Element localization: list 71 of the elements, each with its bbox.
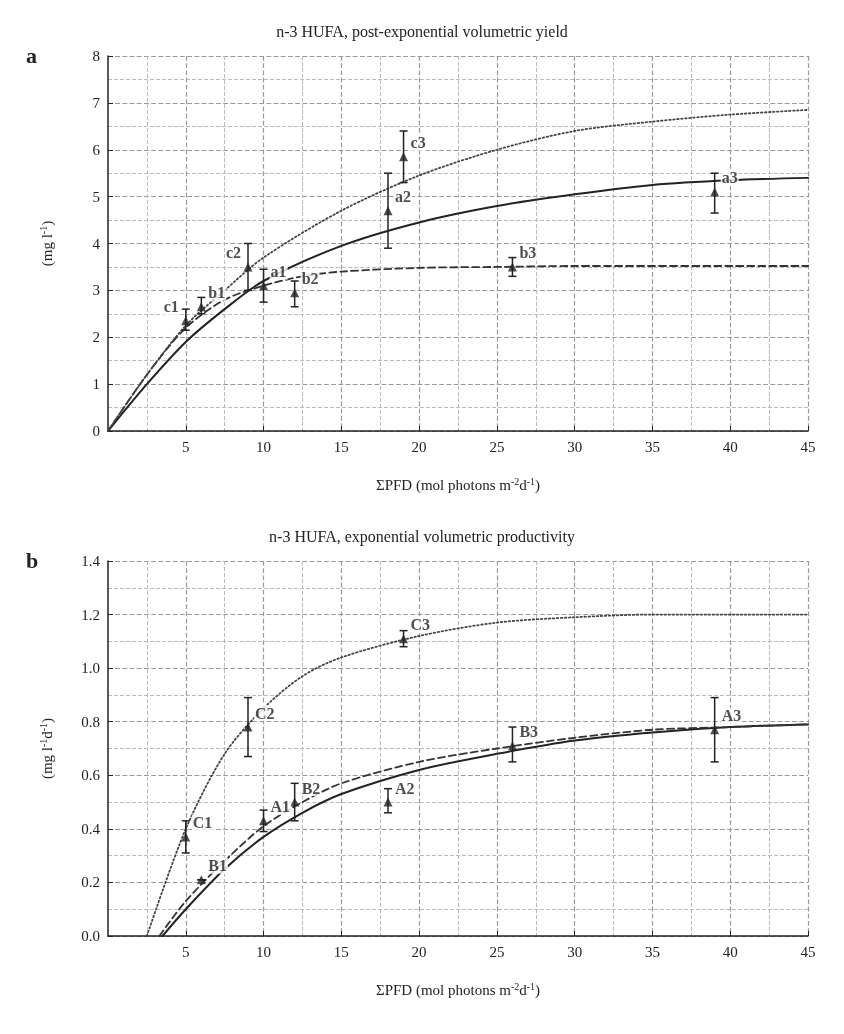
y-tick-label: 1.2 — [81, 606, 100, 623]
y-tick-label: 7 — [92, 94, 101, 111]
annotation: c2 — [225, 244, 241, 262]
x-tick-label: 35 — [644, 438, 660, 455]
y-tick-label: 0.2 — [81, 874, 100, 891]
x-tick-label: 45 — [800, 438, 816, 455]
point — [259, 816, 269, 826]
y-tick-label: 1.4 — [81, 553, 101, 569]
x-tick-label: 15 — [333, 943, 349, 960]
annotation: A1 — [270, 798, 291, 816]
point — [259, 281, 269, 291]
point — [507, 741, 517, 751]
y-tick-label: 5 — [92, 188, 100, 205]
annotation: a3 — [721, 169, 738, 187]
x-tick-label: 20 — [411, 438, 427, 455]
x-tick-label: 35 — [644, 943, 660, 960]
annotation: B2 — [301, 779, 321, 797]
point — [243, 262, 253, 272]
annotation: C2 — [255, 704, 275, 722]
point — [243, 722, 253, 732]
annotation: c3 — [410, 134, 426, 152]
y-axis-title: (mg l-1d-1) — [37, 717, 56, 780]
annotation: b3 — [519, 244, 537, 262]
y-tick-label: 1.0 — [81, 660, 100, 677]
x-tick-label: 25 — [489, 943, 505, 960]
point — [399, 152, 409, 162]
x-tick-label: 25 — [489, 438, 505, 455]
y-tick-label: 0.4 — [81, 820, 101, 837]
y-tick-label: 4 — [92, 235, 101, 252]
y-tick-label: 6 — [92, 141, 101, 158]
y-tick-label: 0.8 — [81, 713, 100, 730]
y-tick-label: 8 — [92, 48, 100, 64]
x-tick-label: 45 — [800, 943, 816, 960]
x-tick-label: 5 — [182, 438, 190, 455]
annotation: A3 — [721, 707, 742, 725]
x-tick-label: 30 — [567, 438, 583, 455]
x-tick-label: 10 — [256, 943, 272, 960]
point — [196, 875, 206, 885]
annotation: A2 — [395, 779, 415, 797]
line-series — [145, 613, 809, 937]
point — [399, 634, 409, 644]
x-tick-label: 5 — [182, 943, 190, 960]
annotation: C3 — [410, 616, 431, 634]
x-tick-label: 40 — [722, 438, 738, 455]
annotation: b2 — [301, 270, 319, 288]
x-tick-label: 10 — [256, 438, 272, 455]
point — [383, 206, 393, 216]
point — [290, 797, 300, 807]
y-tick-label: 2 — [92, 329, 100, 346]
annotation: B1 — [208, 857, 228, 875]
y-tick-label: 1 — [92, 376, 100, 393]
chart-title: n-3 HUFA, exponential volumetric productivity — [269, 527, 575, 546]
annotation: C1 — [192, 814, 213, 832]
annotation: b1 — [208, 284, 226, 302]
y-tick-label: 3 — [92, 282, 100, 299]
x-tick-label: 30 — [567, 943, 583, 960]
point — [383, 797, 393, 807]
annotation: a1 — [270, 263, 287, 281]
annotation: B3 — [519, 723, 539, 741]
text: a — [26, 42, 37, 68]
y-tick-label: 0.6 — [81, 767, 101, 784]
x-tick-label: 15 — [333, 438, 349, 455]
annotation: c1 — [163, 298, 179, 316]
x-tick-label: 40 — [722, 943, 738, 960]
y-tick-label: 0 — [92, 423, 100, 439]
chart-title: n-3 HUFA, post-exponential volumetric yield — [276, 22, 568, 41]
y-tick-label: 0.0 — [81, 928, 100, 944]
x-tick-label: 20 — [411, 943, 427, 960]
y-axis-title: (mg l-1) — [37, 220, 56, 267]
annotation: a2 — [395, 188, 411, 206]
text: b — [26, 547, 39, 573]
